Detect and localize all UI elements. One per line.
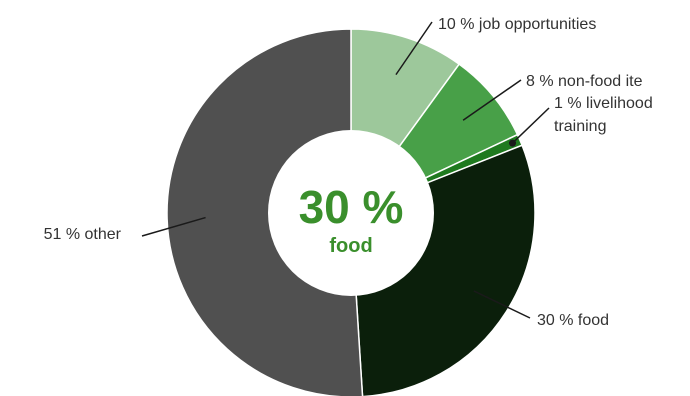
leader-line-4 — [141, 216, 206, 237]
leader-line-3 — [473, 290, 531, 319]
slice-labels: 10 % job opportunities 8 % non-food ite 1 … — [44, 16, 653, 329]
leader-line-1 — [462, 79, 522, 121]
slice-label-2: 1 % livelihood training — [554, 95, 653, 135]
leader-dot-2 — [509, 139, 517, 147]
slice-label-0: 10 % job opportunities — [438, 16, 596, 33]
slice-4 — [166, 28, 364, 396]
center-label: food — [329, 235, 372, 257]
donut-hole — [268, 130, 434, 296]
leader-line-2 — [512, 107, 550, 144]
leader-line-0 — [395, 21, 433, 76]
slice-label-3: 30 % food — [537, 312, 609, 329]
slice-label-1: 8 % non-food ite — [526, 73, 643, 90]
slice-label-4: 51 % other — [44, 226, 122, 243]
center-value: 30 % — [299, 181, 404, 233]
leader-lines — [141, 21, 550, 319]
